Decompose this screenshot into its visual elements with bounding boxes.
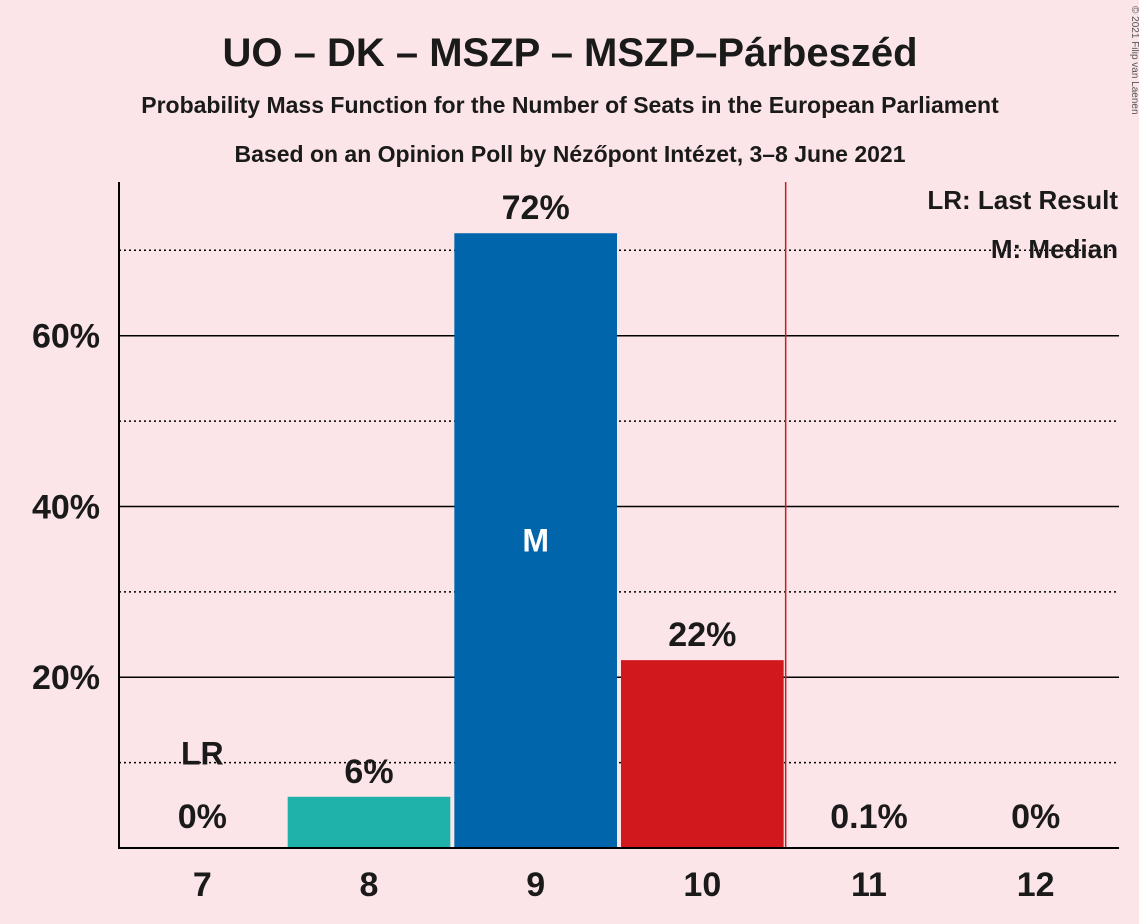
y-tick-label: 40% (32, 488, 100, 526)
y-tick-label: 60% (32, 318, 100, 356)
value-label-seat-10: 22% (668, 616, 736, 654)
axes (118, 182, 1119, 849)
value-label-seat-8: 6% (344, 753, 393, 791)
data-labels: 0% 6% 72% 22% 0.1% 0% M LR (178, 182, 1060, 848)
value-label-seat-7: 0% (178, 798, 227, 836)
value-label-seat-11: 0.1% (830, 798, 908, 836)
chart-subtitle-poll: Based on an Opinion Poll by Nézőpont Int… (235, 141, 906, 167)
x-tick-label: 8 (360, 866, 379, 904)
x-tick-label: 11 (851, 866, 887, 904)
x-tick-label: 9 (526, 866, 545, 904)
last-result-marker: LR (181, 735, 224, 771)
y-tick-label: 20% (32, 659, 100, 697)
legend-median: M: Median (991, 234, 1118, 264)
legend: LR: Last Result M: Median (927, 185, 1118, 264)
bar-seat-9 (454, 233, 617, 848)
gridlines (119, 249, 1119, 764)
median-marker: M (522, 523, 549, 559)
x-tick-label: 10 (683, 866, 721, 904)
chart-subtitle: Probability Mass Function for the Number… (141, 92, 999, 118)
value-label-seat-9: 72% (502, 189, 570, 227)
chart-title: UO – DK – MSZP – MSZP–Párbeszéd (222, 31, 917, 75)
tick-labels: 7 8 9 10 11 12 20% 40% 60% (32, 318, 1055, 904)
bar-seat-8 (287, 796, 451, 848)
bar-seat-10 (621, 660, 784, 848)
x-tick-label: 12 (1017, 866, 1055, 904)
x-tick-label: 7 (193, 866, 212, 904)
copyright-text: © 2021 Filip van Laenen (1129, 6, 1139, 115)
bars (287, 233, 951, 848)
legend-last-result: LR: Last Result (927, 185, 1118, 215)
value-label-seat-12: 0% (1011, 798, 1060, 836)
